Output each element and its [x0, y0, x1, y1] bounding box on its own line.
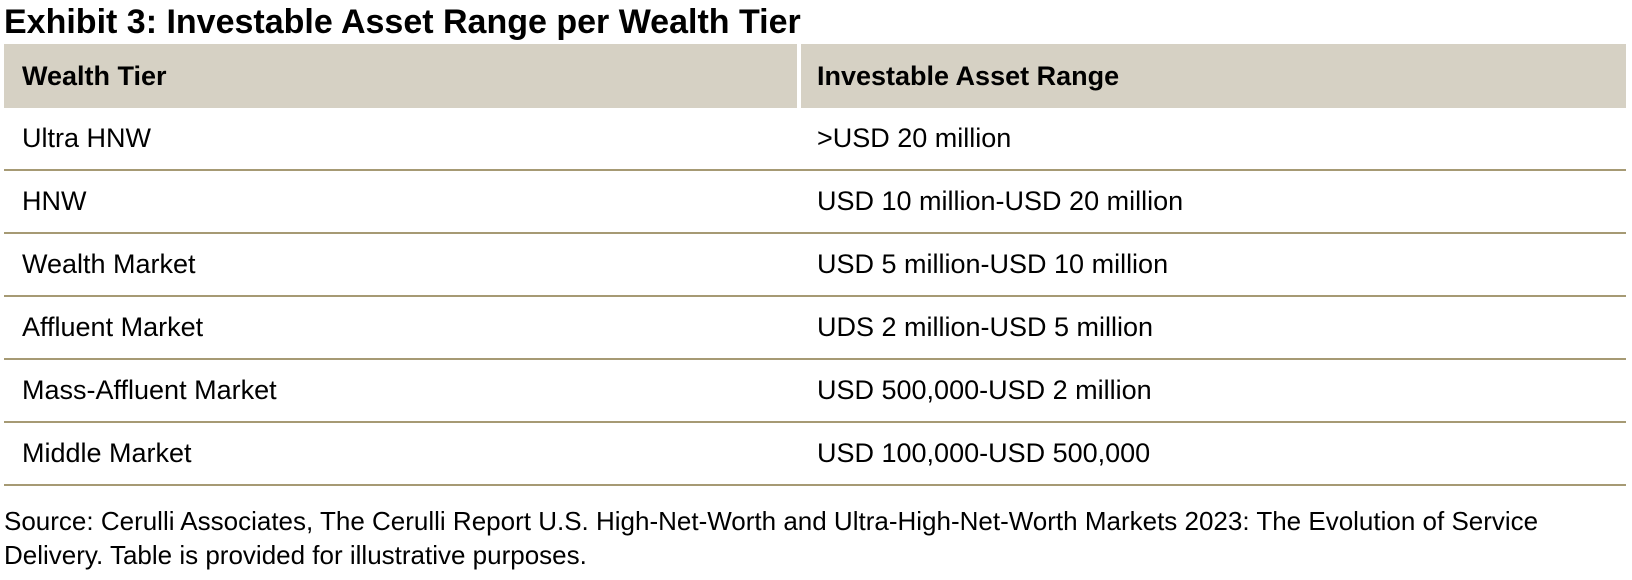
wealth-tier-cell: Affluent Market: [22, 312, 204, 342]
column-header-investable-asset-range: Investable Asset Range: [817, 60, 1120, 91]
wealth-tier-cell: Mass-Affluent Market: [22, 375, 277, 405]
table-row: Mass-Affluent Market USD 500,000-USD 2 m…: [4, 360, 1626, 423]
asset-range-cell: USD 5 million-USD 10 million: [817, 249, 1169, 279]
wealth-tier-cell: Middle Market: [22, 438, 192, 468]
source-note: Source: Cerulli Associates, The Cerulli …: [4, 506, 1539, 570]
asset-range-cell: USD 10 million-USD 20 million: [817, 186, 1184, 216]
column-header-wealth-tier: Wealth Tier: [4, 44, 801, 108]
exhibit-title: Exhibit 3: Investable Asset Range per We…: [4, 3, 801, 41]
wealth-tier-cell: HNW: [22, 186, 87, 216]
table-row: Middle Market USD 100,000-USD 500,000: [4, 423, 1626, 486]
wealth-tier-table: Wealth Tier Investable Asset Range Ultra…: [4, 44, 1626, 486]
asset-range-cell: USD 500,000-USD 2 million: [817, 375, 1152, 405]
wealth-tier-cell: Ultra HNW: [22, 123, 151, 153]
table-row: HNW USD 10 million-USD 20 million: [4, 171, 1626, 234]
wealth-tier-cell: Wealth Market: [22, 249, 196, 279]
table-row: Ultra HNW >USD 20 million: [4, 108, 1626, 171]
table-header-row: Wealth Tier Investable Asset Range: [4, 44, 1626, 108]
table-row: Affluent Market UDS 2 million-USD 5 mill…: [4, 297, 1626, 360]
table-body: Ultra HNW >USD 20 million HNW USD 10 mil…: [4, 108, 1626, 486]
asset-range-cell: UDS 2 million-USD 5 million: [817, 312, 1154, 342]
asset-range-cell: >USD 20 million: [817, 123, 1012, 153]
table-row: Wealth Market USD 5 million-USD 10 milli…: [4, 234, 1626, 297]
asset-range-cell: USD 100,000-USD 500,000: [817, 438, 1151, 468]
